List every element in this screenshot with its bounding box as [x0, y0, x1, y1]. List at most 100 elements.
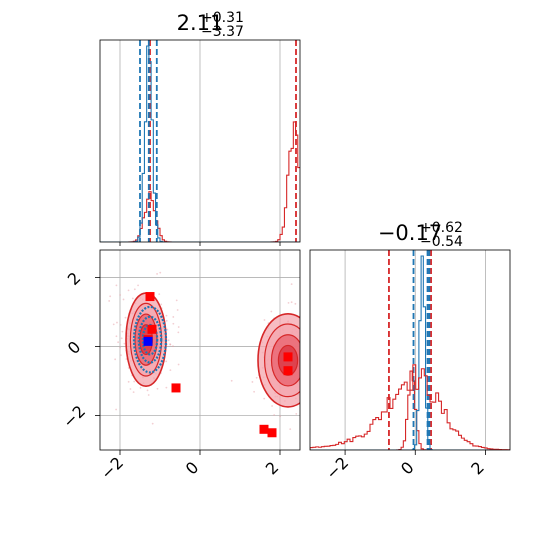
scatter-sample-point [175, 299, 178, 302]
scatter-y-tick-label: −2 [59, 402, 89, 432]
scatter-contour-blue-level [137, 315, 163, 364]
scatter-marker-blue [143, 336, 153, 346]
scatter-sample-point [115, 408, 118, 411]
scatter-sample-point [287, 301, 290, 304]
scatter-sample-point [306, 351, 308, 353]
scatter-sample-point [289, 428, 292, 431]
scatter-sample-point [301, 339, 303, 341]
scatter-sample-point [176, 309, 179, 311]
histogram-2-title: −0.17 [378, 221, 442, 245]
scatter-y-tick-label: 2 [64, 268, 85, 289]
scatter-sample-point [306, 365, 308, 367]
scatter-sample-point [132, 391, 135, 394]
scatter-sample-point [310, 369, 312, 371]
scatter-sample-point [302, 392, 304, 394]
scatter-sample-point [308, 338, 310, 340]
hist-2-x-tick-label: 0 [397, 458, 418, 479]
scatter-marker-red [171, 383, 181, 393]
histogram-2-title-sup: +0.62 [420, 220, 463, 236]
scatter-sample-point [317, 363, 319, 365]
scatter-sample-point [158, 293, 161, 295]
scatter-sample-point [311, 388, 313, 390]
hist-2-series-red-step [310, 370, 510, 450]
scatter-marker-red [283, 352, 293, 362]
scatter-sample-point [305, 337, 307, 339]
scatter-sample-point [169, 343, 172, 346]
scatter-sample-point [307, 363, 309, 365]
scatter-sample-point [308, 358, 310, 360]
hist-2-series-blue-step [310, 255, 510, 450]
scatter-sample-point [251, 381, 254, 383]
scatter-sample-point [172, 316, 175, 318]
scatter-sample-point [321, 341, 323, 343]
scatter-sample-point [114, 358, 117, 361]
scatter-sample-point [314, 396, 316, 398]
scatter-sample-point [271, 405, 273, 407]
scatter-sample-point [307, 327, 309, 329]
scatter-sample-point [302, 374, 304, 376]
scatter-sample-point [312, 423, 314, 425]
scatter-sample-point [177, 331, 180, 334]
scatter-sample-point [165, 360, 168, 363]
scatter-y-tick-label: 0 [64, 337, 85, 358]
scatter-contours [125, 292, 300, 408]
scatter-sample-point [172, 345, 174, 348]
scatter-sample-point [122, 298, 125, 301]
histogram-1-frame [99, 39, 301, 243]
scatter-sample-point [169, 369, 172, 372]
scatter-x-tick-label: 0 [182, 458, 203, 479]
scatter-sample-point [115, 284, 118, 287]
scatter-sample-point [98, 376, 100, 378]
scatter-x-ticks: −2 0 2 [97, 450, 282, 483]
scatter-sample-point [306, 357, 308, 359]
scatter-sample-point [151, 422, 154, 425]
scatter-sample-point [304, 380, 306, 382]
scatter-sample-point [263, 319, 266, 321]
scatter-sample-point [305, 364, 307, 366]
scatter-sample-point [160, 303, 163, 306]
scatter-sample-point [303, 342, 305, 344]
scatter-sample-point [306, 367, 308, 369]
scatter-sample-point [159, 271, 162, 274]
histogram-1-title: 2.11 [177, 11, 224, 35]
scatter-sample-point [124, 316, 127, 319]
scatter-sample-point [302, 382, 304, 384]
scatter-sample-point [314, 382, 316, 384]
scatter-sample-point [306, 347, 308, 349]
scatter-sample-point [172, 322, 175, 325]
scatter-marker-red [145, 292, 155, 302]
scatter-sample-point [147, 394, 150, 396]
scatter-sample-point [115, 335, 118, 338]
scatter-sample-point [166, 328, 169, 331]
scatter-sample-point [305, 321, 307, 323]
scatter-sample-point [177, 326, 180, 328]
histogram-2-grid [344, 250, 486, 450]
scatter-sample-point [120, 354, 122, 357]
scatter-sample-point [146, 389, 149, 392]
scatter-x-tick-label: 2 [262, 458, 283, 479]
scatter-sample-point [302, 377, 304, 379]
histogram-1-title-sub: −3.37 [201, 24, 244, 40]
scatter-sample-point [321, 368, 323, 370]
scatter-sample-point [165, 314, 168, 317]
histogram-1-grid [119, 40, 281, 246]
scatter-sample-point [119, 323, 122, 326]
scatter-sample-point [133, 380, 136, 383]
scatter-sample-point [112, 323, 115, 326]
scatter-sample-point [316, 362, 318, 364]
scatter-sample-point [300, 410, 302, 412]
scatter-sample-point [127, 289, 130, 292]
scatter-sample-point [290, 301, 293, 304]
scatter-sample-point [123, 342, 126, 345]
scatter-sample-point [165, 319, 168, 322]
scatter-sample-point [273, 414, 276, 416]
scatter-sample-point [127, 380, 130, 383]
scatter-sample-point [303, 365, 305, 367]
scatter-sample-point [304, 388, 306, 390]
scatter-sample-point [121, 330, 124, 333]
hist-2-x-tick-label: 2 [467, 458, 488, 479]
scatter-sample-point [301, 349, 303, 351]
scatter-sample-point [294, 302, 297, 305]
scatter-sample-point [279, 415, 282, 418]
